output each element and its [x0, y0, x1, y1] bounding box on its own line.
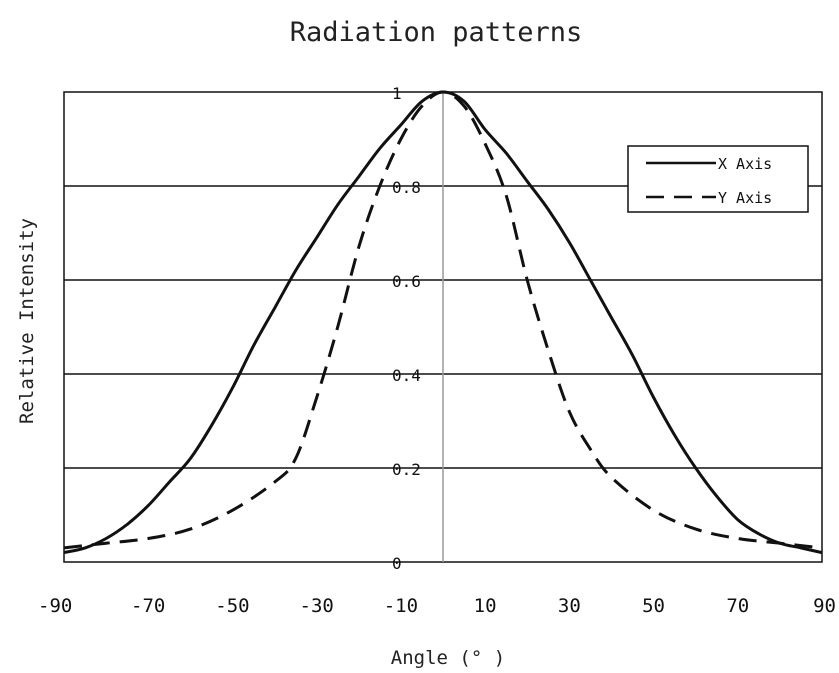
x-tick-label: -50 [215, 595, 249, 617]
x-tick-label: 10 [474, 595, 497, 617]
legend-label-y-axis: Y Axis [718, 189, 772, 207]
x-tick-label: 50 [642, 595, 665, 617]
x-axis-label: Angle (° ) [391, 647, 505, 669]
y-tick-label: 0.4 [392, 366, 421, 385]
y-tick-label: 0.2 [392, 460, 421, 479]
legend-label-x-axis: X Axis [718, 155, 772, 173]
x-tick-label: 30 [558, 595, 581, 617]
y-tick-label: 0.6 [392, 272, 421, 291]
y-axis-label: Relative Intensity [16, 218, 38, 424]
x-tick-labels: -90 -70 -50 -30 -10 10 30 50 70 90 [38, 595, 836, 617]
chart-title: Radiation patterns [290, 17, 583, 48]
x-tick-label: -90 [38, 595, 72, 617]
y-tick-label: 0.8 [392, 178, 421, 197]
y-tick-label: 1 [392, 84, 402, 103]
x-tick-label: 90 [813, 595, 836, 617]
y-tick-label: 0 [392, 554, 402, 573]
x-tick-label: 70 [726, 595, 749, 617]
legend: X Axis Y Axis [628, 146, 808, 212]
x-tick-label: -10 [384, 595, 418, 617]
x-tick-label: -70 [131, 595, 165, 617]
y-tick-labels: 0 0.2 0.4 0.6 0.8 1 [392, 84, 421, 573]
x-tick-label: -30 [300, 595, 334, 617]
